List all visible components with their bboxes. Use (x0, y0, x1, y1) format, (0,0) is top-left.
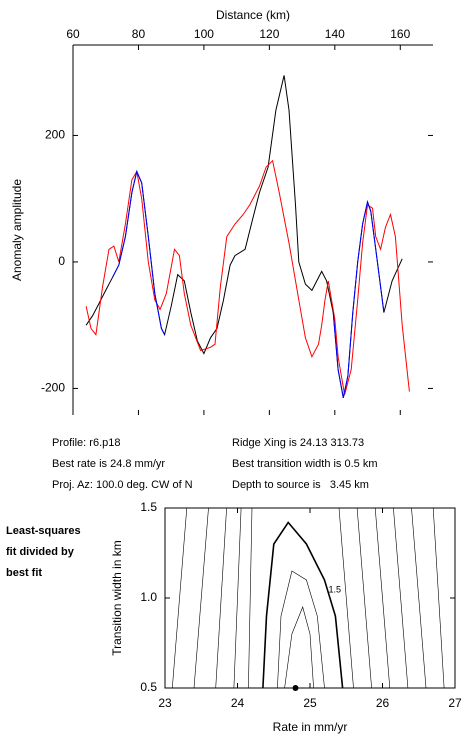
x-tick-label: 160 (390, 27, 410, 41)
y-axis-label: Anomaly amplitude (10, 179, 24, 281)
contour-line (338, 507, 354, 689)
info-text: Proj. Az: 100.0 deg. CW of N (52, 479, 193, 491)
x-tick-label: 120 (259, 27, 279, 41)
data-line (85, 159, 410, 395)
x-tick-label: 27 (448, 696, 462, 710)
y-tick-label: -200 (41, 381, 65, 395)
contour-line (393, 507, 409, 689)
x-tick-label: 100 (194, 27, 214, 41)
data-line (332, 200, 385, 399)
x-axis-label: Rate in mm/yr (273, 720, 348, 734)
y-tick-label: 0 (58, 254, 65, 268)
contour-line (432, 507, 445, 689)
x-tick-label: 25 (303, 696, 317, 710)
info-text: Best transition width is 0.5 km (232, 458, 378, 470)
contour-line (284, 606, 314, 689)
contour-line (248, 507, 253, 689)
data-line (85, 75, 403, 399)
x-tick-label: 60 (66, 27, 80, 41)
contour-line (172, 507, 188, 689)
info-text: Depth to source is 3.45 km (232, 479, 369, 491)
x-axis-label: Distance (km) (216, 8, 290, 22)
plot-frame (164, 507, 456, 689)
info-text: Profile: r6.p18 (52, 437, 120, 449)
x-tick-label: 140 (325, 27, 345, 41)
contour-line (262, 521, 344, 689)
y-tick-label: 200 (45, 128, 65, 142)
side-note: fit divided by (6, 546, 75, 558)
best-fit-point (292, 685, 299, 691)
x-tick-label: 23 (158, 696, 172, 710)
info-text: Best rate is 24.8 mm/yr (52, 458, 165, 470)
contour-line (411, 507, 427, 689)
contour-line (193, 507, 209, 689)
y-tick-label: 1.5 (140, 500, 157, 514)
y-tick-label: 1.0 (140, 590, 157, 604)
x-tick-label: 26 (376, 696, 390, 710)
contour-line (356, 507, 372, 689)
y-axis-label: Transition width in km (110, 540, 124, 656)
data-line (111, 169, 166, 335)
x-tick-label: 24 (231, 696, 245, 710)
plot-frame (73, 45, 433, 415)
side-note: best fit (6, 567, 42, 579)
contour-line (233, 507, 242, 689)
contour-line (277, 570, 325, 689)
contour-line (374, 507, 391, 689)
side-note: Least-squares (6, 525, 81, 537)
x-tick-label: 80 (132, 27, 146, 41)
info-text: Ridge Xing is 24.13 313.73 (232, 437, 364, 449)
y-tick-label: 0.5 (140, 680, 157, 694)
contour-line (215, 507, 227, 689)
contour-label: 1.5 (329, 584, 342, 594)
